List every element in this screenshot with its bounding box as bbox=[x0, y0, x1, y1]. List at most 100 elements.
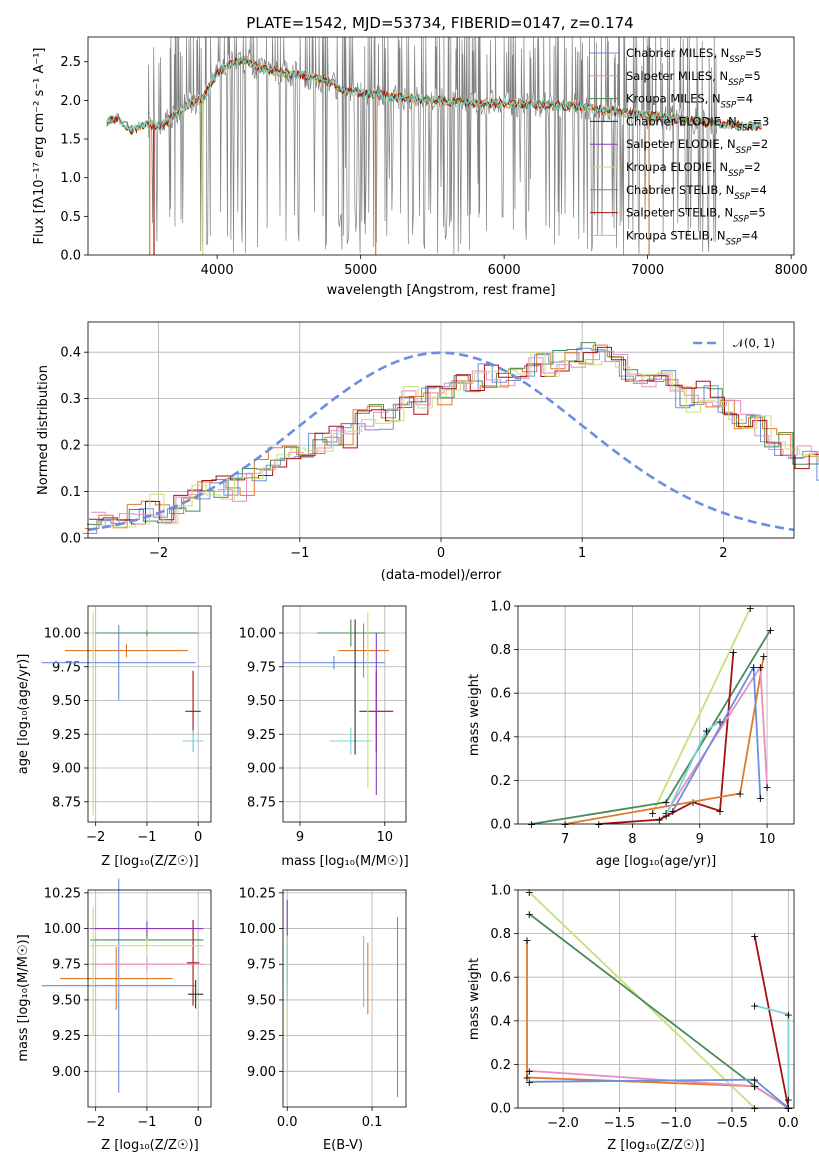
mw-age-marker: + bbox=[715, 716, 724, 729]
legend-subscript: SSP bbox=[736, 146, 752, 156]
age-z-panel-xtick-label: −2 bbox=[86, 830, 105, 845]
residual-ytick-label: 0.2 bbox=[60, 439, 81, 454]
legend-label: Salpeter ELODIE, NSSP=2 bbox=[626, 137, 768, 156]
mw-z-series-line bbox=[753, 935, 790, 1109]
mw-z-ylabel: mass weight bbox=[467, 958, 482, 1040]
age-z-panel-frame bbox=[87, 605, 212, 823]
mw-z-marker: + bbox=[525, 1065, 534, 1078]
legend-subscript: SSP bbox=[737, 123, 753, 133]
spectrum-lines bbox=[106, 36, 762, 255]
figure-title: PLATE=1542, MJD=53734, FIBERID=0147, z=0… bbox=[246, 14, 633, 32]
mw-age-marker: + bbox=[561, 818, 570, 831]
mw-age-panel-xtick-label: 10 bbox=[759, 832, 776, 847]
legend-subscript: SSP bbox=[728, 169, 744, 179]
mw-age-series-line bbox=[672, 663, 762, 812]
legend-suffix: =2 bbox=[751, 137, 768, 151]
legend-subscript: SSP bbox=[729, 55, 745, 65]
mw-z-marker: + bbox=[522, 934, 531, 947]
mw-z-marker: + bbox=[750, 1074, 759, 1087]
mass-z-panel: −2 −1 0 9.00 9.25 9.50 9.75 10.00 10.25 bbox=[41, 878, 212, 1130]
legend-label: Chabrier STELIB, NSSP=4 bbox=[626, 183, 767, 202]
mw-z-marker: + bbox=[784, 1102, 793, 1115]
mw-age-panel-xtick-label: 8 bbox=[628, 832, 636, 847]
mw-age-series-line bbox=[531, 629, 772, 825]
legend-label: Salpeter STELIB, NSSP=5 bbox=[626, 206, 766, 225]
age-mass-panel: 9 10 8.75 9.00 9.25 9.50 9.75 10.00 bbox=[239, 605, 407, 845]
mass-z-panel-ytick-label: 10.00 bbox=[44, 922, 81, 937]
spectrum-ytick-label: 1.5 bbox=[60, 133, 81, 148]
mw-age-marker: + bbox=[766, 624, 775, 637]
residual-ytick-label: 0.1 bbox=[60, 485, 81, 500]
age-mass-panel-ytick-label: 9.50 bbox=[247, 694, 276, 709]
mw-z-panel-xtick-label: −1.0 bbox=[660, 1116, 692, 1131]
legend-suffix: =5 bbox=[749, 206, 766, 220]
spectrum-xtick-label: 4000 bbox=[201, 263, 234, 278]
mw-z-marker: + bbox=[525, 908, 534, 921]
legend-label: Chabrier ELODIE, NSSP=3 bbox=[626, 114, 769, 133]
legend-subscript: SSP bbox=[726, 237, 742, 247]
mass-ebv-panel-ytick-label: 9.25 bbox=[247, 1029, 276, 1044]
legend-subscript: SSP bbox=[734, 192, 750, 202]
mw-z-marker: + bbox=[784, 1008, 793, 1021]
age-mass-xlabel: mass [log₁₀(M/M☉)] bbox=[281, 854, 408, 869]
age-z-panel: −2 −1 0 8.75 9.00 9.25 9.50 9.75 10.00 bbox=[41, 605, 212, 845]
normal-legend-label: 𝒩(0, 1) bbox=[733, 336, 775, 350]
legend-subscript: SSP bbox=[728, 78, 744, 88]
spectrum-ylabel: Flux [fλ10⁻¹⁷ erg cm⁻² s⁻¹ A⁻¹] bbox=[32, 48, 47, 245]
mass-ebv-panel-ytick-label: 9.75 bbox=[247, 958, 276, 973]
mw-age-marker: + bbox=[715, 805, 724, 818]
mw-z-marker: + bbox=[750, 930, 759, 943]
small-panels: −2 −1 0 8.75 9.00 9.25 9.50 9.75 10.00 9 10 8.75 9.0… bbox=[41, 600, 799, 1132]
mw-z-panel-xtick-label: 0.0 bbox=[778, 1116, 799, 1131]
mw-age-panel-ytick-label: 0.0 bbox=[490, 818, 511, 833]
mw-age-marker: + bbox=[756, 792, 765, 805]
residual-histograms bbox=[82, 342, 819, 534]
age-z-panel-ytick-label: 10.00 bbox=[44, 627, 81, 642]
mw-age-marker: + bbox=[661, 796, 670, 809]
mw-z-marker: + bbox=[784, 1102, 793, 1115]
residual-xtick-label: −2 bbox=[149, 546, 168, 561]
mw-z-marker: + bbox=[784, 1102, 793, 1115]
residual-ytick-label: 0.0 bbox=[60, 532, 81, 547]
legend-suffix: =5 bbox=[745, 46, 762, 60]
mw-age-panel-xtick-label: 9 bbox=[696, 832, 704, 847]
spectrum-ytick-label: 0.5 bbox=[60, 210, 81, 225]
mass-z-xlabel: Z [log₁₀(Z/Z☉)] bbox=[101, 1138, 198, 1153]
mass-z-panel-ytick-label: 10.25 bbox=[44, 886, 81, 901]
mass-z-panel-xtick-label: −2 bbox=[86, 1115, 105, 1130]
mw-age-xlabel: age [log₁₀(age/yr)] bbox=[596, 854, 717, 869]
mw-z-panel-xtick-label: −0.5 bbox=[716, 1116, 748, 1131]
residual-xtick-label: −1 bbox=[290, 546, 309, 561]
age-z-panel-ytick-label: 9.00 bbox=[52, 762, 81, 777]
residual-xlabel: (data-model)/error bbox=[381, 568, 502, 583]
mw-z-panel-ytick-label: 0.6 bbox=[490, 971, 511, 986]
mw-z-xlabel: Z [log₁₀(Z/Z☉)] bbox=[607, 1138, 704, 1153]
mw-z-panel: −2.0 −1.5 −1.0 −0.5 0.00.00.20.40.60.81.0 +++… bbox=[490, 884, 798, 1132]
age-z-panel-ytick-label: 9.50 bbox=[52, 694, 81, 709]
legend-label: Kroupa ELODIE, NSSP=2 bbox=[626, 160, 761, 179]
mw-z-marker: + bbox=[784, 1093, 793, 1106]
mw-z-series-line bbox=[754, 1004, 790, 1100]
mw-age-marker: + bbox=[746, 602, 755, 615]
mw-age-series-line bbox=[651, 607, 752, 814]
legend-suffix: =4 bbox=[741, 228, 758, 242]
age-mass-panel-ytick-label: 9.75 bbox=[247, 660, 276, 675]
mass-z-panel-ytick-label: 9.50 bbox=[52, 993, 81, 1008]
mw-age-marker: + bbox=[749, 661, 758, 674]
age-z-panel-xtick-label: −1 bbox=[137, 830, 156, 845]
mass-ebv-panel-ytick-label: 10.25 bbox=[239, 886, 276, 901]
mw-age-marker: + bbox=[759, 650, 768, 663]
spectrum-frame bbox=[87, 36, 795, 256]
residual-xtick-label: 0 bbox=[437, 546, 445, 561]
histogram-step-line bbox=[93, 352, 819, 528]
age-z-panel-xtick-label: 0 bbox=[194, 830, 202, 845]
normal-curve bbox=[87, 351, 795, 532]
residual-xtick-label: 1 bbox=[578, 546, 586, 561]
mass-ebv-panel-ytick-label: 9.00 bbox=[247, 1065, 276, 1080]
mw-age-ylabel: mass weight bbox=[467, 674, 482, 756]
mass-ebv-panel-ytick-label: 9.50 bbox=[247, 993, 276, 1008]
age-z-panel-ytick-label: 9.75 bbox=[52, 660, 81, 675]
age-mass-panel-frame bbox=[282, 605, 407, 823]
age-z-panel-ytick-label: 8.75 bbox=[52, 795, 81, 810]
